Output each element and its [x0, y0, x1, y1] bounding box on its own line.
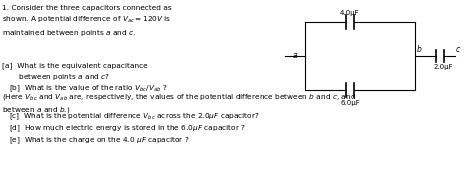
Text: (Here $V_{bc}$ and $V_{ab}$ are, respectively, the values of the potential diffe: (Here $V_{bc}$ and $V_{ab}$ are, respect… [2, 92, 356, 115]
Text: 1. Consider the three capacitors connected as
shown. A potential difference of $: 1. Consider the three capacitors connect… [2, 5, 172, 38]
Text: [b]  What is the value of the ratio $V_{bc}/ V_{ab}$ ?: [b] What is the value of the ratio $V_{b… [2, 84, 167, 95]
Text: b: b [417, 46, 422, 55]
Text: [e]  What is the charge on the $4.0$ $\mu F$ capacitor ?: [e] What is the charge on the $4.0$ $\mu… [2, 136, 190, 147]
Text: 4.0μF: 4.0μF [340, 10, 360, 16]
Text: [c]  What is the potential difference $V_{bc}$ across the $2.0\mu F$ capacitor?: [c] What is the potential difference $V_… [2, 112, 260, 123]
Text: c: c [456, 46, 460, 55]
Text: [d]  How much electric energy is stored in the $6.0\mu F$ capacitor ?: [d] How much electric energy is stored i… [2, 124, 246, 134]
Text: [a]  What is the equivalent capacitance
       between points $a$ and $c$?: [a] What is the equivalent capacitance b… [2, 62, 147, 82]
Text: 6.0μF: 6.0μF [340, 100, 360, 106]
Text: 2.0μF: 2.0μF [433, 64, 453, 70]
Text: a: a [292, 52, 297, 61]
